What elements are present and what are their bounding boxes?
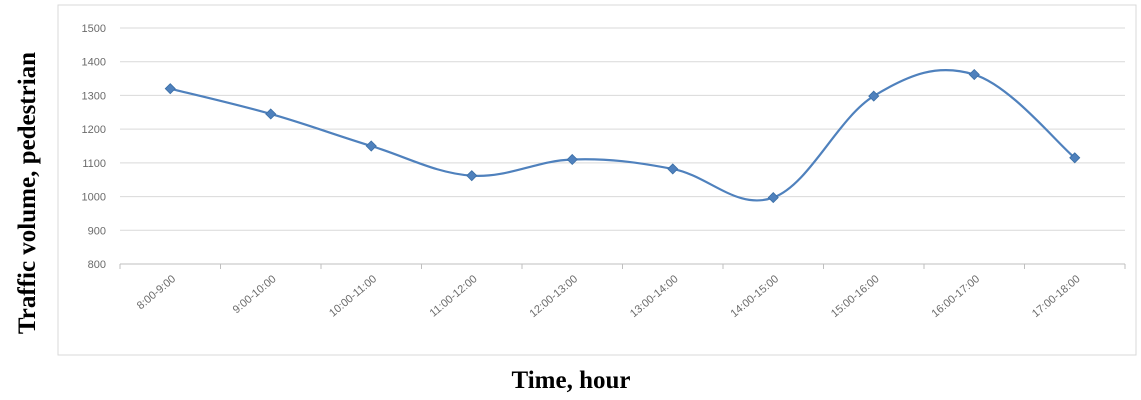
y-tick-label: 800 [88, 259, 106, 271]
data-point [466, 170, 478, 182]
gridlines [120, 27, 1125, 265]
y-tick-label: 1100 [82, 158, 106, 170]
y-tick-label: 900 [88, 225, 106, 237]
y-tick-label: 1500 [82, 23, 106, 35]
data-point [968, 68, 980, 81]
series-line [169, 68, 1076, 202]
y-axis-title: Traffic volume, pedestrian [14, 52, 41, 334]
y-tick-label: 1400 [82, 57, 106, 69]
y-tick-label: 1200 [82, 124, 106, 136]
y-tick-label: 1300 [82, 90, 106, 102]
x-axis-title: Time, hour [512, 367, 631, 394]
data-point [868, 90, 880, 102]
y-tick-label: 1000 [82, 192, 106, 204]
chart-area-border [57, 4, 1137, 356]
data-point [265, 108, 277, 120]
series-layer [164, 68, 1081, 204]
data-point [365, 140, 377, 152]
data-point [667, 163, 679, 175]
data-point [767, 192, 779, 204]
data-point [566, 153, 578, 166]
data-point [164, 83, 176, 95]
data-point [1069, 152, 1081, 164]
